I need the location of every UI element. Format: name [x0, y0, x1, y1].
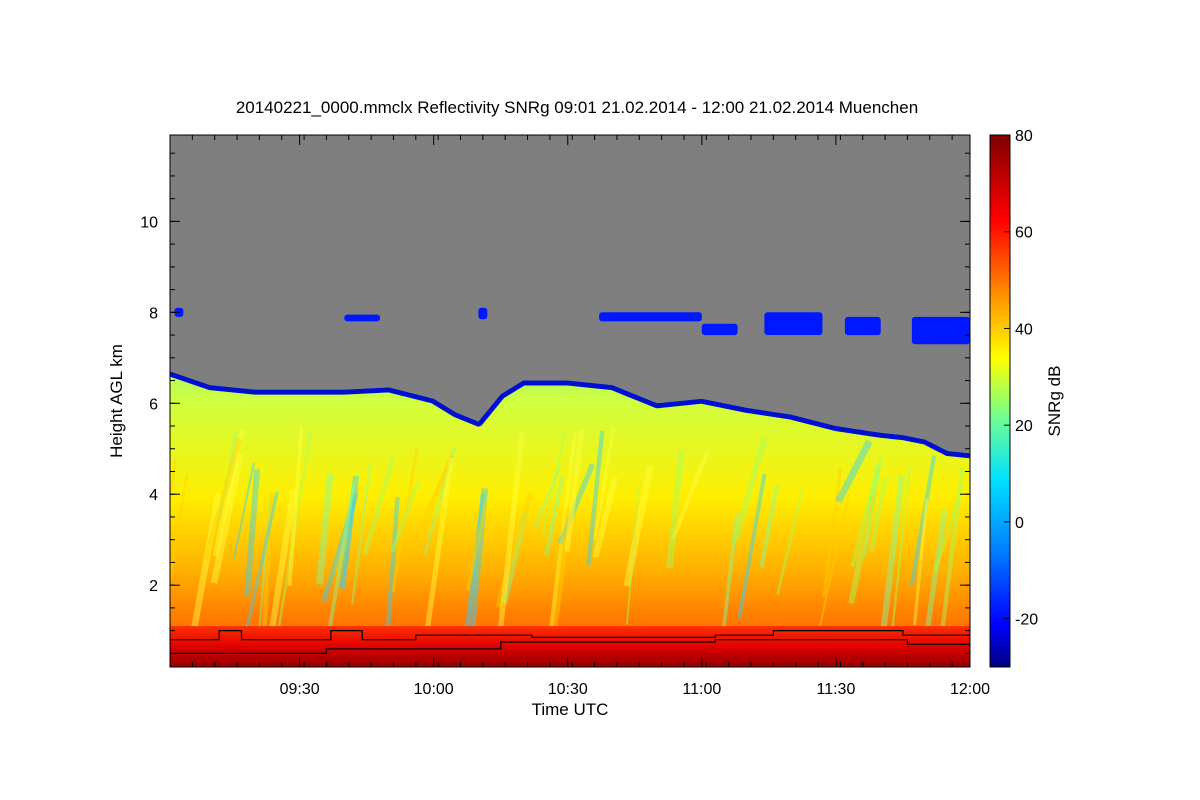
fall-streak	[586, 430, 605, 566]
fall-streak	[465, 501, 489, 591]
fall-streak	[854, 491, 878, 561]
colorbar-tick-label: 60	[1015, 225, 1033, 242]
fall-streak	[203, 438, 243, 561]
colorbar-tick-label: 0	[1015, 515, 1024, 532]
fall-streak	[913, 509, 948, 667]
fall-streak	[217, 431, 238, 523]
fall-streak	[321, 492, 359, 603]
colorbar-label: SNRg dB	[1045, 366, 1064, 437]
fall-streak	[533, 467, 561, 529]
cirrus-patch	[701, 323, 738, 336]
fall-streak	[241, 491, 279, 647]
fall-streak	[732, 437, 768, 543]
chart-title: 20140221_0000.mmclx Reflectivity SNRg 09…	[235, 98, 919, 117]
y-tick-label: 2	[149, 578, 158, 595]
fall-streak	[670, 450, 710, 540]
fall-streak	[848, 463, 882, 604]
fall-streak	[822, 466, 843, 598]
fall-streak	[423, 446, 456, 555]
fall-streak	[362, 456, 396, 556]
fall-streak	[850, 468, 880, 568]
x-tick-label: 09:30	[280, 681, 320, 698]
fall-streak	[863, 457, 882, 558]
fall-streak	[548, 432, 578, 635]
y-tick-label: 10	[140, 214, 158, 231]
plot-frame	[169, 134, 971, 668]
y-tick-label: 6	[149, 396, 158, 413]
fall-streak	[495, 432, 525, 649]
fall-streak	[341, 501, 356, 589]
colorbar-tick-label: 80	[1015, 128, 1033, 145]
fall-streak	[275, 430, 313, 642]
fall-streak	[390, 481, 420, 553]
fall-streak	[495, 492, 534, 608]
y-tick-label: 4	[149, 487, 158, 504]
x-tick-label: 10:30	[548, 681, 588, 698]
fall-streak	[252, 498, 272, 667]
cirrus-patch	[844, 316, 881, 336]
colorbar	[989, 134, 1011, 668]
fall-streak	[191, 492, 222, 627]
fall-streak	[541, 430, 567, 536]
fall-streak	[351, 462, 372, 605]
fall-streak	[170, 474, 189, 667]
fall-streak	[502, 512, 528, 604]
fall-streak	[592, 476, 619, 559]
fall-streak	[814, 494, 850, 646]
cirrus-patch	[764, 312, 823, 335]
fall-streak	[869, 477, 888, 552]
cirrus-patch	[478, 307, 488, 320]
fall-streak	[210, 453, 244, 584]
fall-streak	[244, 469, 261, 597]
fall-streak	[934, 485, 964, 572]
x-axis-label: Time UTC	[532, 700, 609, 719]
fall-streak	[564, 428, 585, 552]
fall-streak	[759, 484, 780, 568]
colorbar-tick-label: 40	[1015, 321, 1033, 338]
cirrus-echoes	[174, 307, 970, 345]
fall-streak	[212, 429, 245, 557]
fall-streak	[544, 476, 565, 556]
x-tick-label: 11:30	[816, 681, 855, 698]
x-tick-label: 11:00	[682, 681, 721, 698]
fall-streak	[557, 463, 595, 545]
fall-streak	[835, 439, 873, 504]
fall-streak	[416, 457, 453, 532]
fall-streak	[170, 458, 177, 613]
cloud-base-line-upper	[170, 630, 970, 641]
fall-streak	[287, 425, 304, 587]
cirrus-patch	[911, 316, 970, 345]
fall-streak	[666, 450, 685, 569]
x-tick-label: 10:00	[414, 681, 454, 698]
fall-streak	[623, 465, 654, 587]
x-tick-label: 12:00	[950, 681, 990, 698]
fall-streak	[737, 473, 767, 619]
colorbar-axis: -20 0 20 40 60 80	[1004, 128, 1038, 629]
cloud-base-line-lower	[170, 639, 970, 654]
fall-streak	[331, 486, 361, 573]
fall-streak	[316, 473, 334, 585]
fall-streak	[233, 462, 255, 559]
y-axis: 2 4 6 8 10	[140, 152, 970, 654]
cirrus-patch	[599, 312, 702, 322]
colorbar-tick-label: 20	[1015, 418, 1033, 435]
fall-streak	[913, 498, 929, 626]
fall-streak	[776, 490, 804, 595]
fall-streak	[625, 486, 641, 625]
ground-clutter-band	[170, 626, 970, 667]
x-axis: 09:30 10:00 10:30 11:00 11:30 12:00	[169, 135, 990, 698]
cirrus-patch	[344, 314, 381, 322]
y-tick-label: 8	[149, 305, 158, 322]
fall-streak	[416, 454, 455, 542]
fall-streak	[391, 447, 419, 592]
y-axis-label: Height AGL km	[107, 344, 126, 458]
fall-streak	[339, 475, 360, 589]
fall-streak	[909, 455, 937, 587]
colorbar-tick-label: -20	[1015, 612, 1038, 629]
fall-streak	[593, 427, 616, 541]
